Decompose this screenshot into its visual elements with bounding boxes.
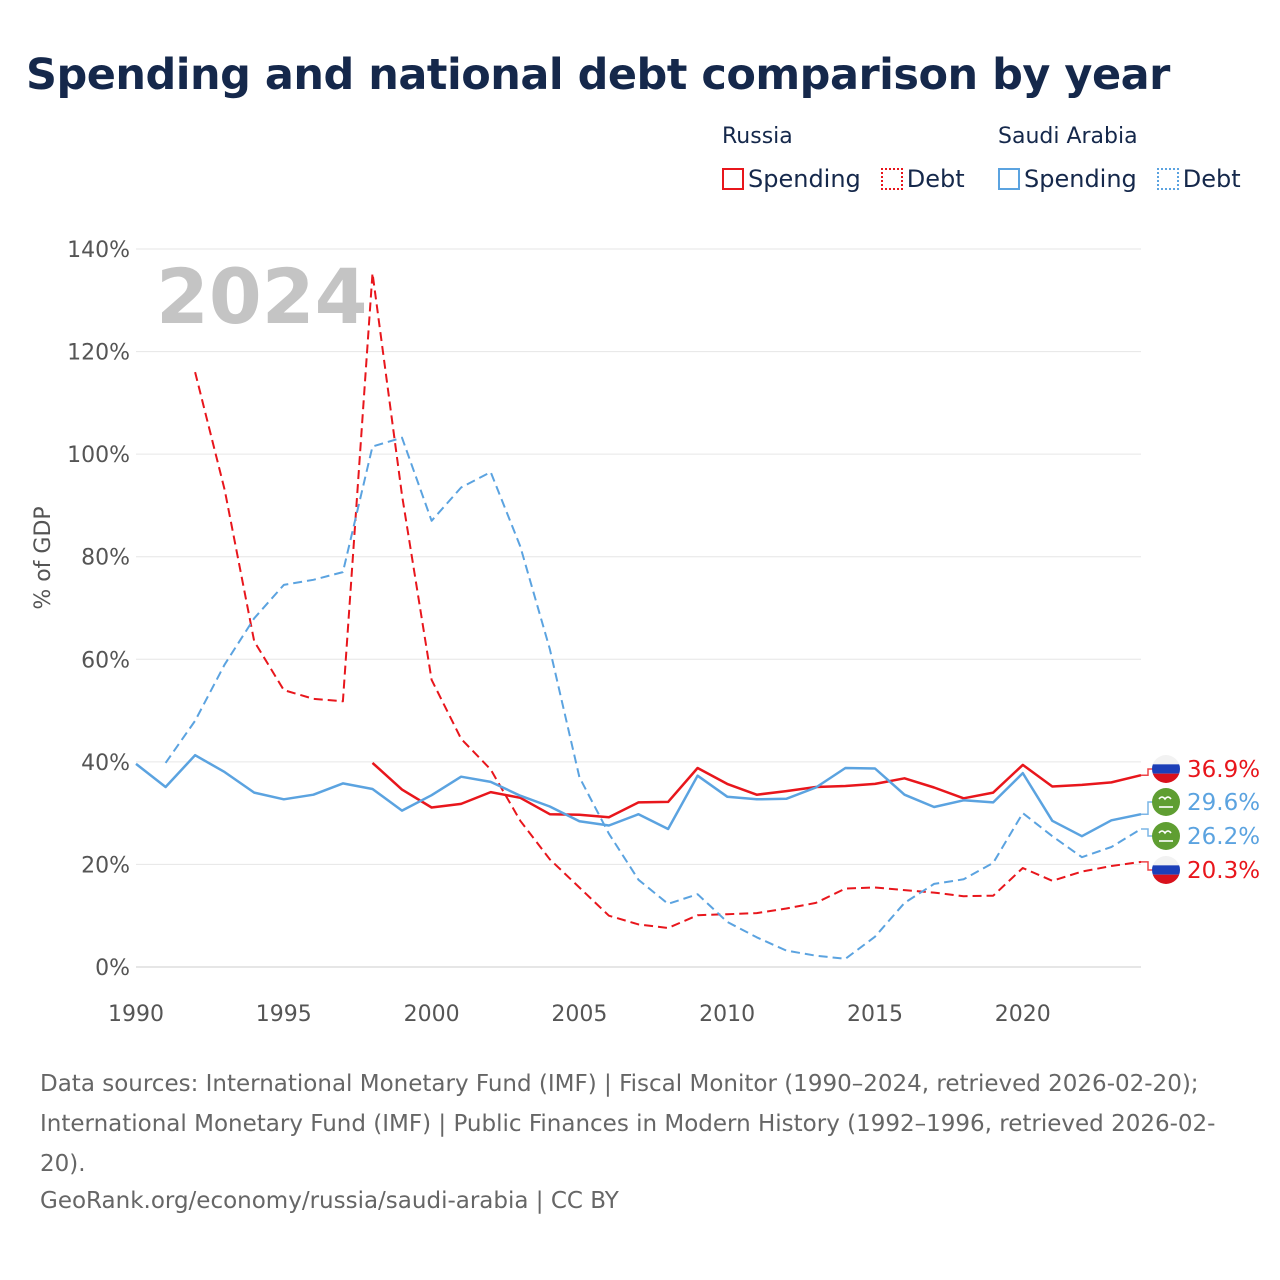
legend-swatch-solid: [722, 168, 744, 190]
end-label-connector: [1141, 768, 1153, 776]
legend-saudi-arabia: Saudi Arabia Spending Debt: [998, 124, 1257, 193]
end-label-saudi-arabia: 26.2%: [1141, 822, 1260, 850]
end-value-label: 29.6%: [1187, 790, 1260, 816]
end-label-connector: [1141, 861, 1153, 871]
x-tick-label: 2020: [995, 1002, 1051, 1027]
end-label-connector: [1141, 801, 1153, 815]
x-tick-label: 2010: [699, 1002, 755, 1027]
end-label-russia: 20.3%: [1141, 856, 1260, 884]
legend-swatch-solid: [998, 168, 1020, 190]
chart-title: Spending and national debt comparison by…: [26, 50, 1170, 100]
legend-swatch-dotted: [880, 168, 903, 190]
x-tick-label: 2000: [404, 1002, 460, 1027]
y-axis-label: % of GDP: [31, 506, 56, 609]
x-tick-label: 1990: [108, 1002, 164, 1027]
y-tick-label: 0%: [95, 956, 130, 981]
footer-sources: Data sources: International Monetary Fun…: [40, 1071, 1216, 1177]
legend-item-russia-debt[interactable]: Debt: [880, 165, 965, 193]
series-line-russia-debt: [194, 272, 1142, 929]
end-value-label: 36.9%: [1187, 757, 1260, 783]
saudi-flag-icon: [1152, 822, 1180, 850]
y-tick-label: 60%: [81, 648, 130, 673]
footer-credit: GeoRank.org/economy/russia/saudi-arabia …: [40, 1188, 619, 1214]
series-line-russia-spending: [371, 761, 1142, 819]
legend-item-saudi-spending[interactable]: Spending: [998, 165, 1137, 193]
y-tick-label: 120%: [67, 341, 130, 366]
legend-label: Debt: [1182, 165, 1241, 193]
legend-russia: Russia Spending Debt: [722, 124, 981, 193]
legend-country-russia: Russia: [722, 124, 793, 149]
legend-label: Debt: [906, 165, 965, 193]
legend-label: Spending: [1024, 165, 1137, 193]
x-tick-label: 2015: [847, 1002, 903, 1027]
y-tick-label: 20%: [81, 853, 130, 878]
series-line-saudi-arabia-spending: [135, 753, 1142, 838]
legend-swatch-dotted: [1156, 168, 1179, 190]
end-label-saudi-arabia: 29.6%: [1141, 788, 1260, 816]
line-chart: 0% 20% 40% 60% 80% 100% 120% 140% 1990 1995 2000 20…: [31, 238, 1260, 1027]
russia-flag-icon: [1152, 856, 1180, 884]
y-tick-label: 140%: [67, 238, 130, 263]
end-value-label: 26.2%: [1187, 824, 1260, 850]
legend-item-russia-spending[interactable]: Spending: [722, 165, 861, 193]
legend-country-saudi-arabia: Saudi Arabia: [998, 124, 1138, 149]
y-tick-label: 40%: [81, 751, 130, 776]
year-watermark: 2024: [156, 252, 368, 341]
y-tick-label: 80%: [81, 546, 130, 571]
series-line-saudi-arabia-debt: [164, 436, 1142, 960]
end-value-label: 20.3%: [1187, 858, 1260, 884]
end-label-connector: [1141, 828, 1153, 837]
end-label-russia: 36.9%: [1141, 755, 1260, 783]
x-tick-label: 2005: [551, 1002, 607, 1027]
legend-item-saudi-debt[interactable]: Debt: [1156, 165, 1241, 193]
x-tick-label: 1995: [256, 1002, 312, 1027]
legend-label: Spending: [748, 165, 861, 193]
y-tick-label: 100%: [67, 443, 130, 468]
russia-flag-icon: [1152, 755, 1180, 783]
saudi-flag-icon: [1152, 788, 1180, 816]
